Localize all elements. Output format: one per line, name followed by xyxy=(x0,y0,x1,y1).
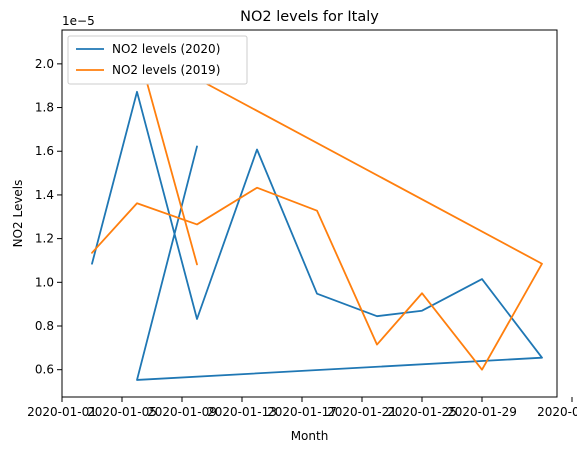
legend-label-2: NO2 levels (2019) xyxy=(112,63,220,77)
y-axis-label: NO2 Levels xyxy=(11,180,25,248)
legend: NO2 levels (2020) NO2 levels (2019) xyxy=(67,35,248,85)
series-line-1 xyxy=(91,90,543,381)
legend-box xyxy=(67,35,248,85)
x-tick-label: 2020-01-21 xyxy=(327,405,397,419)
y-tick-label: 1.4 xyxy=(35,188,54,202)
x-tick-label: 2020-02-01 xyxy=(537,405,577,419)
x-tick-label: 2020-01-17 xyxy=(267,405,337,419)
x-tick-label: 2020-01-01 xyxy=(27,405,97,419)
y-axis-ticks: 0.6 0.8 1.0 1.2 1.4 1.6 1.8 2.0 xyxy=(35,57,62,377)
chart-title: NO2 levels for Italy xyxy=(240,9,379,25)
legend-label-1: NO2 levels (2020) xyxy=(112,42,220,56)
x-axis-label: Month xyxy=(291,429,329,443)
y-tick-label: 2.0 xyxy=(35,57,54,71)
x-tick-label: 2020-01-13 xyxy=(207,405,277,419)
series-group xyxy=(91,45,543,381)
series-line-2 xyxy=(91,45,543,371)
y-tick-label: 0.6 xyxy=(35,363,54,377)
x-tick-label: 2020-01-05 xyxy=(87,405,157,419)
plot-frame xyxy=(61,29,558,398)
axes xyxy=(61,29,558,398)
x-axis-ticks: 2020-01-012020-01-052020-01-092020-01-13… xyxy=(27,397,577,419)
y-tick-label: 1.8 xyxy=(35,101,54,115)
x-tick-label: 2020-01-29 xyxy=(447,405,517,419)
x-tick-label: 2020-01-09 xyxy=(147,405,217,419)
y-tick-label: 0.8 xyxy=(35,319,54,333)
y-tick-label: 1.2 xyxy=(35,232,54,246)
x-tick-label: 2020-01-25 xyxy=(387,405,457,419)
y-axis-offset-text: 1e−5 xyxy=(62,14,95,28)
y-tick-label: 1.6 xyxy=(35,144,54,158)
y-tick-label: 1.0 xyxy=(35,275,54,289)
